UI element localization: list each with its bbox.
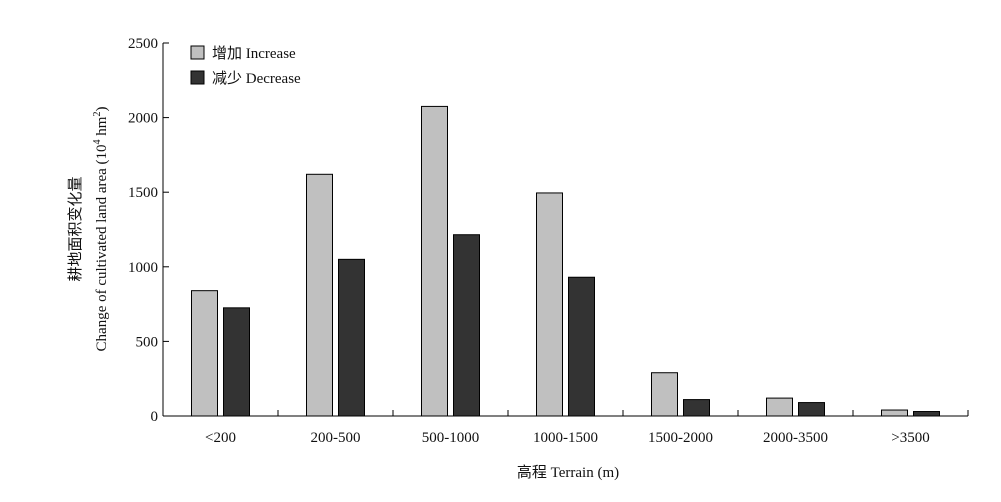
y-ticks-layer: 0 500 1000 1500 2000 2500 — [128, 36, 169, 425]
x-tick-label: 2000-3500 — [763, 430, 828, 446]
bar-increase — [766, 397, 793, 417]
axes-layer — [162, 43, 968, 417]
y-axis-label: 耕地面积变化量 Change of cultivated land area (… — [66, 107, 110, 352]
bar-increase — [191, 290, 218, 417]
bars-layer — [191, 105, 940, 417]
x-axis-label: 高程 Terrain (m) — [517, 464, 619, 481]
bar-increase — [536, 192, 563, 417]
bar-increase — [306, 173, 333, 417]
bar-decrease — [453, 234, 480, 417]
bar-increase — [881, 409, 908, 417]
legend-swatch-increase — [190, 45, 205, 60]
x-tick-label: 500-1000 — [422, 430, 480, 446]
bar-decrease — [913, 411, 940, 417]
bar-decrease — [223, 307, 250, 417]
bar-increase — [421, 105, 448, 417]
x-tick-label: 200-500 — [311, 430, 361, 446]
y-tick-label: 500 — [136, 334, 159, 350]
bar-decrease — [338, 258, 365, 417]
x-tick-label: <200 — [205, 430, 236, 446]
x-tick-label: >3500 — [891, 430, 929, 446]
y-tick-label: 1000 — [128, 260, 158, 276]
bar-decrease — [683, 399, 710, 417]
y-axis-label-line2: Change of cultivated land area (104 hm2) — [92, 107, 110, 352]
y-axis-label-line1: 耕地面积变化量 — [66, 176, 84, 281]
y-tick-label: 1500 — [128, 185, 158, 201]
y-tick-label: 0 — [151, 409, 159, 425]
x-tick-label: 1500-2000 — [648, 430, 713, 446]
legend-label-decrease: 减少 Decrease — [212, 70, 301, 87]
y-tick-label: 2500 — [128, 36, 158, 52]
x-ticks-layer: <200 200-500 500-1000 1000-1500 1500-2000 200… — [162, 410, 969, 446]
bar-increase — [651, 372, 678, 417]
legend-label-increase: 增加 Increase — [212, 45, 296, 62]
y-tick-label: 2000 — [128, 111, 158, 127]
legend-swatch-decrease — [190, 70, 205, 85]
legend: 增加 Increase 减少 Decrease — [190, 45, 301, 87]
bar-decrease — [798, 402, 825, 417]
bar-decrease — [568, 276, 595, 417]
x-tick-label: 1000-1500 — [533, 430, 598, 446]
